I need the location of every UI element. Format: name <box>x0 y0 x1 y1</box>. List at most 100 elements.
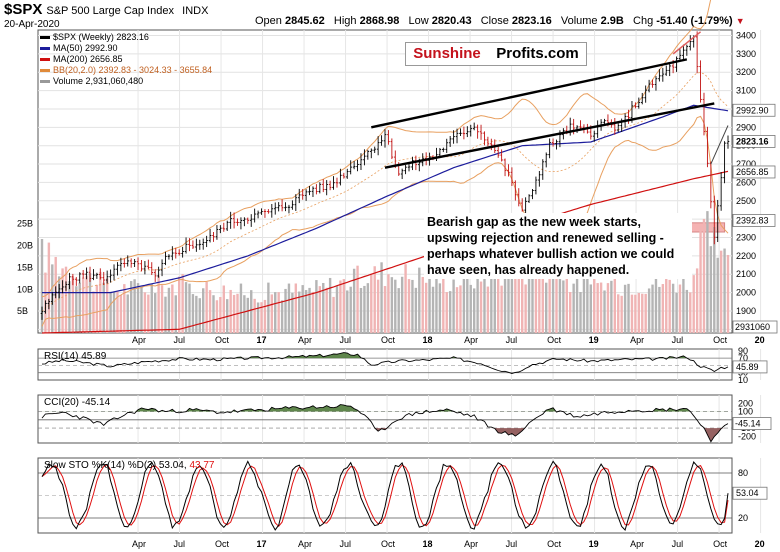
volume-bar <box>105 278 109 333</box>
price-right-label-box <box>732 165 776 179</box>
rsi-title: RSI(14) 45.89 <box>44 351 107 362</box>
volume-bar <box>294 283 298 333</box>
legend-ma200-swatch <box>40 58 50 62</box>
price-y-tick: 2500 <box>736 196 756 206</box>
volume-bar <box>47 242 51 333</box>
volume-bar <box>301 285 304 333</box>
top-trendline <box>672 31 702 55</box>
volume-bar <box>527 275 531 333</box>
price-x-tick: Apr <box>630 335 644 345</box>
bottom-x-tick: Oct <box>215 539 230 549</box>
channel-lower-line <box>384 102 715 169</box>
price-y-tick: 1900 <box>736 306 756 316</box>
price-x-tick: Jul <box>174 335 186 345</box>
quote-summary: Open 2845.62 High 2868.98 Low 2820.43 Cl… <box>255 15 745 27</box>
volume-bar <box>418 267 421 333</box>
price-y-tick: 3100 <box>736 86 756 96</box>
ticker-exchange: INDX <box>182 5 209 17</box>
volume-bar <box>644 293 647 333</box>
volume-bar <box>325 287 328 333</box>
volume-bar <box>64 266 68 333</box>
volume-bar <box>411 279 414 333</box>
volume-right-label: 2931060 <box>735 322 770 332</box>
volume-bar <box>524 284 527 333</box>
volume-bar <box>140 287 143 333</box>
volume-bar <box>85 275 88 333</box>
legend-volume-swatch <box>40 80 50 84</box>
volume-bar <box>157 275 160 333</box>
volume-bar <box>637 292 641 333</box>
legend-ma200: MA(200) 2656.85 <box>40 54 123 64</box>
volume-bar <box>719 250 723 333</box>
cci-positive-fill <box>42 404 728 412</box>
volume-bar <box>143 292 147 333</box>
volume-bar <box>335 286 339 333</box>
legend-bb: BB(20,2.0) 2392.83 - 3024.33 - 3655.84 <box>40 65 212 75</box>
price-y-tick: 2300 <box>736 233 756 243</box>
volume-bar <box>184 282 188 333</box>
volume-bar <box>575 270 579 333</box>
bottom-x-tick: Jul <box>174 539 186 549</box>
volume-bar <box>496 270 500 333</box>
volume-bar <box>455 287 459 333</box>
price-right-label-box <box>732 103 776 117</box>
volume-bar <box>593 273 596 333</box>
volume-bar <box>315 280 318 333</box>
volume-bar <box>514 272 517 333</box>
volume-bar <box>483 274 486 333</box>
volume-bar <box>647 288 651 333</box>
volume-bar <box>658 286 661 333</box>
volume-bar <box>424 282 428 333</box>
volume-bar <box>174 295 177 333</box>
volume-bar <box>668 279 671 333</box>
volume-bar <box>195 295 198 333</box>
volume-bar <box>380 262 383 333</box>
price-right-label: 2656.85 <box>736 167 769 177</box>
annotation-note: Bearish gap as the new week starts, upsw… <box>424 213 692 279</box>
volume-bar <box>246 297 249 333</box>
volume-bar <box>723 248 726 333</box>
change-value: -51.40 (-1.79%) <box>656 15 733 27</box>
volume-bar <box>129 281 133 333</box>
price-x-tick: Apr <box>298 335 312 345</box>
high-value: 2868.98 <box>359 15 400 27</box>
volume-bar <box>57 276 61 333</box>
volume-bar <box>133 279 136 333</box>
volume-bar <box>215 300 219 333</box>
volume-bar <box>579 292 582 333</box>
volume-bar <box>40 239 44 333</box>
volume-bar <box>490 265 493 333</box>
volume-bar <box>81 277 85 333</box>
volume-bar <box>582 275 586 333</box>
volume-bar <box>75 286 78 333</box>
price-x-tick: 20 <box>755 335 765 345</box>
price-y-tick: 2100 <box>736 269 756 279</box>
channel-upper-line <box>371 58 688 129</box>
volume-bar <box>363 285 366 333</box>
volume-bar <box>620 295 623 333</box>
sto-k-line <box>41 460 729 531</box>
rsi-right-label-box <box>732 360 768 374</box>
price-right-label: 2823.16 <box>736 136 769 146</box>
low-value: 2820.43 <box>431 15 472 27</box>
sto-y-tick: 20 <box>738 513 748 523</box>
rsi-line <box>41 352 729 374</box>
rsi-right-label: 45.89 <box>736 362 759 372</box>
bottom-x-tick: Oct <box>381 539 396 549</box>
price-x-tick: Jul <box>340 335 352 345</box>
sto-y-tick: 80 <box>738 468 748 478</box>
volume-bar <box>452 279 455 333</box>
volume-bar <box>562 280 565 333</box>
price-y-tick: 2000 <box>736 288 756 298</box>
volume-bar <box>256 302 260 333</box>
price-x-tick: 17 <box>257 335 267 345</box>
volume-bar <box>397 288 400 333</box>
volume-bar <box>191 294 195 333</box>
volume-bar <box>68 281 71 333</box>
ticker-symbol: $SPX S&P 500 Large Cap Index INDX <box>4 1 209 18</box>
cci-y-tick: 200 <box>738 398 753 408</box>
price-x-tick: Oct <box>713 335 728 345</box>
bottom-x-tick: 18 <box>423 539 433 549</box>
volume-bar <box>472 288 476 333</box>
bottom-x-tick: 17 <box>257 539 267 549</box>
